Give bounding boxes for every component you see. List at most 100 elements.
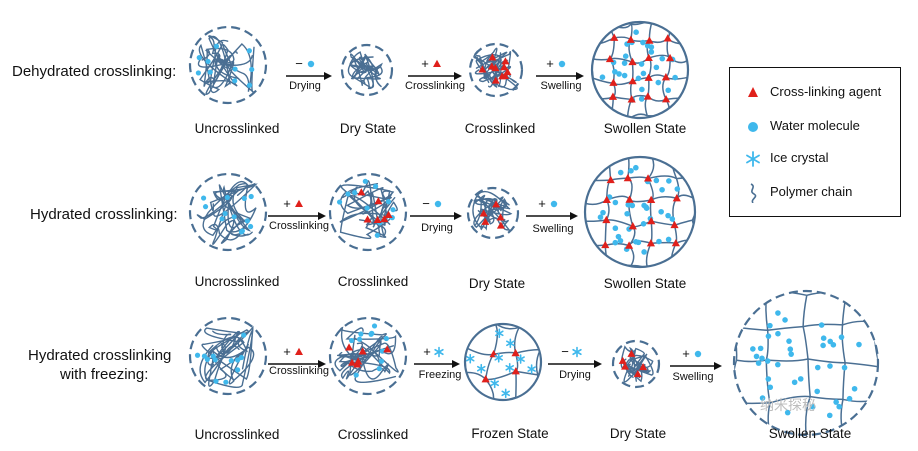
water-molecule [368, 331, 374, 337]
arrow-sign: + [283, 344, 291, 359]
arrow-label: Freezing [418, 369, 462, 381]
crosslink-agent [500, 63, 509, 71]
state-label: Crosslinked [464, 121, 536, 136]
water-molecule [656, 238, 662, 245]
polymer-chain [585, 157, 610, 162]
water-molecule [665, 236, 672, 243]
crosslink-agent [627, 349, 636, 357]
water-molecule [201, 353, 208, 359]
water-molecule [787, 346, 794, 352]
water-molecule [383, 335, 389, 342]
hydrogel-particle [463, 322, 543, 402]
water-molecule [814, 388, 821, 395]
crosslink-agent [383, 345, 392, 353]
state-label: Uncrosslinked [194, 274, 280, 289]
water-molecule [782, 317, 788, 323]
polymer-chain [592, 115, 611, 118]
crosslink-agent [498, 72, 507, 80]
watermark: 纳米探秘 [760, 397, 816, 413]
water-molecule [757, 345, 764, 352]
crosslink-agent [479, 209, 488, 217]
arrow-label: Crosslinking [269, 365, 329, 377]
water-molecule [775, 330, 781, 337]
water-molecule [612, 68, 618, 75]
water-molecule [210, 353, 216, 359]
polymer-chain [349, 334, 397, 384]
water-molecule [599, 74, 606, 81]
crosslink-agent [623, 173, 632, 182]
water-molecule [814, 364, 821, 371]
state-label: Uncrosslinked [194, 427, 280, 442]
crosslink-agent [661, 95, 671, 103]
water-molecule [638, 61, 645, 67]
crosslink-agent [645, 36, 654, 44]
water-molecule [856, 341, 862, 348]
water-molecule [765, 376, 772, 382]
polymer-chain [766, 291, 807, 297]
ice-crystal [506, 338, 515, 349]
polymer-chain [648, 54, 671, 59]
water-molecule [434, 200, 442, 208]
crosslink-agent [511, 348, 520, 357]
water-molecule [633, 164, 639, 171]
water-molecule [558, 60, 566, 68]
polymer-chain [694, 157, 695, 177]
chain-icon [750, 183, 757, 203]
polymer-chain [338, 342, 399, 375]
crosslink-agent [647, 216, 656, 225]
particle-boundary [188, 316, 268, 396]
process-arrow: + [414, 344, 460, 368]
water-molecule [362, 178, 368, 184]
polymer-chain [592, 97, 597, 117]
crosslink-agent [433, 59, 441, 67]
polymer-chain [349, 54, 383, 86]
crosslink-agent [609, 78, 618, 86]
particle-boundary [466, 186, 520, 240]
water-molecule [246, 82, 253, 88]
water-molecule [378, 358, 385, 364]
crosslink-agent [618, 356, 627, 364]
water-molecule [612, 239, 619, 246]
state-label: Frozen State [471, 426, 549, 441]
water-molecule [643, 204, 649, 210]
particle-boundary [463, 322, 543, 402]
polymer-chain [350, 56, 382, 88]
process-arrow: − [410, 196, 462, 220]
polymer-chain [736, 359, 767, 363]
ice-crystal [465, 353, 475, 364]
row-label-hydrated: Hydrated crosslinking: [30, 206, 178, 223]
polymer-chain [513, 327, 520, 354]
polymer-chain [609, 116, 628, 118]
water-molecule [764, 358, 771, 364]
water-molecule [669, 216, 676, 222]
water-molecule [755, 360, 762, 366]
polymer-chain [841, 295, 847, 325]
crosslink-agent [601, 240, 610, 249]
water-molecule [358, 331, 364, 337]
water-molecule [241, 195, 247, 202]
water-molecule [628, 168, 634, 174]
water-molecule [655, 79, 662, 86]
arrow-sign: + [538, 196, 546, 211]
polymer-chain [515, 348, 541, 354]
arrow-sign: + [283, 196, 291, 211]
polymer-chain [585, 243, 606, 247]
water-molecule [658, 208, 664, 215]
polymer-chain [802, 295, 808, 327]
water-molecule [674, 186, 681, 192]
crosslink-agent [672, 194, 681, 202]
particle-boundary [340, 43, 394, 97]
polymer-chain [648, 266, 673, 267]
water-molecule [616, 71, 622, 77]
crosslink-agent [639, 362, 648, 371]
crosslink-agent [606, 175, 615, 184]
crosslink-agent [295, 199, 303, 207]
water-molecule [759, 355, 765, 362]
water-molecule [235, 367, 241, 373]
row-label-hydrated-freezing-line1: Hydrated crosslinking [28, 347, 172, 364]
water-molecule [820, 335, 827, 341]
crosslink-agent [665, 53, 675, 62]
polymer-chain [627, 176, 649, 180]
ice-crystal [505, 363, 514, 373]
